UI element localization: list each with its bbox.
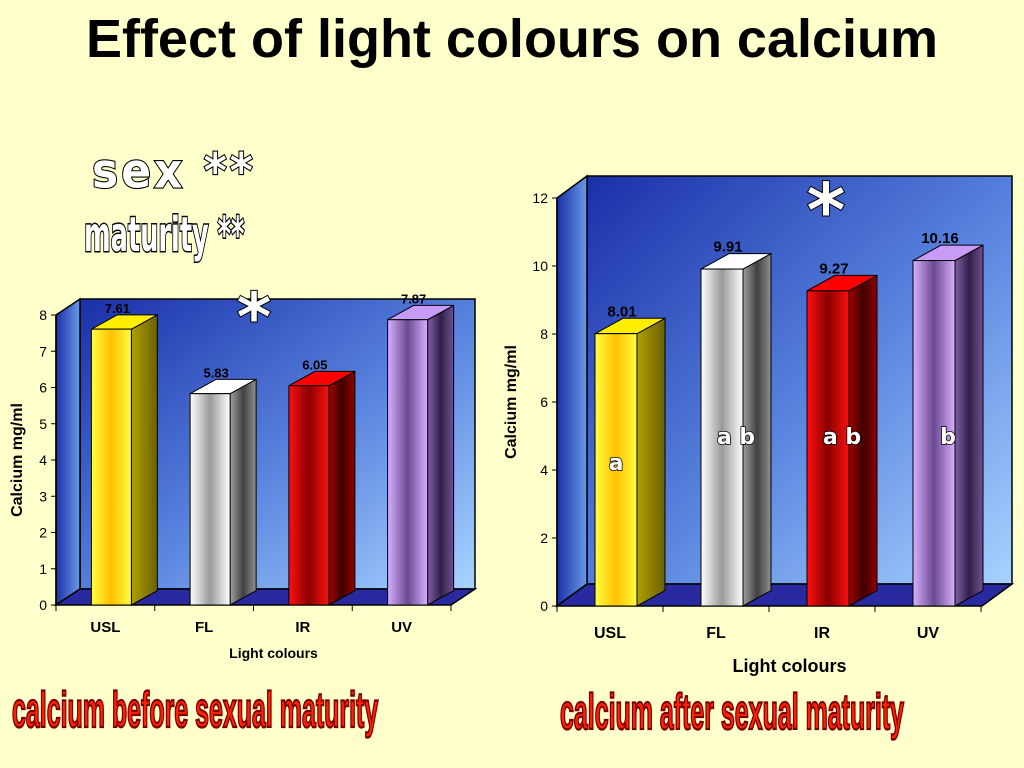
data-label-uv: 10.16 [921,230,959,247]
maturity-significance-label: maturity ** [83,205,245,265]
x-tick-label-uv: UV [917,625,940,642]
y-axis-title: Calcium mg/ml [503,345,520,459]
y-tick-label: 4 [540,462,548,478]
x-tick-label-usl: USL [90,619,120,636]
bar-fl [700,268,744,607]
y-tick-label: 1 [39,561,47,577]
x-tick-label-uv: UV [391,619,412,636]
chart-before-maturity: 0 1 2 3 4 5 6 7 8 7.61 USL 5.83 FL 6.05 IR 7.87 UV Light … [9,278,478,661]
y-tick-label: 0 [39,597,47,613]
y-tick-label: 4 [39,452,47,468]
group-letter-usl: a [609,451,624,476]
group-letter-fl: a b [717,425,755,450]
caption-before-maturity: calcium before sexual maturity [11,681,379,739]
y-tick-label: 3 [39,488,47,504]
y-tick-label: 2 [540,530,548,546]
y-axis-title: Calcium mg/ml [9,403,26,517]
x-tick-label-usl: USL [594,625,626,642]
data-label-fl: 5.83 [203,365,228,380]
bar-fl [189,393,231,606]
bar-side-usl [130,313,158,606]
y-tick-label: 8 [39,307,47,323]
y-tick-label: 10 [532,258,548,274]
data-label-uv: 7.87 [401,291,426,306]
data-label-fl: 9.91 [713,239,742,256]
y-tick-label: 0 [540,598,548,614]
data-label-ir: 6.05 [302,357,327,372]
x-tick-label-fl: FL [706,625,726,642]
data-label-usl: 7.61 [105,301,130,316]
data-label-usl: 8.01 [607,303,636,320]
significance-star: * [807,168,846,254]
bar-usl [594,333,638,607]
x-tick-label-fl: FL [195,619,213,636]
bar-side-uv [954,244,984,607]
chart-after-maturity: 0 2 4 6 8 10 12 8.01 USL a 9.91 FL a b 9.27 IR a b 10.16… [503,167,1015,676]
plot-side-wall [55,297,81,607]
y-tick-label: 12 [532,190,548,206]
y-tick-label: 5 [39,416,47,432]
plot-side-wall [556,174,588,608]
y-tick-label: 6 [540,394,548,410]
x-axis-title: Light colours [733,656,847,676]
bar-usl [90,328,132,606]
bar-ir [806,290,850,607]
bar-side-ir [328,370,356,606]
bar-side-fl [229,378,257,606]
caption-after-maturity: calcium after sexual maturity [559,683,905,741]
data-label-ir: 9.27 [819,260,848,277]
y-tick-label: 2 [39,525,47,541]
x-tick-label-ir: IR [295,619,310,636]
bar-uv [387,319,429,606]
y-tick-label: 8 [540,326,548,342]
y-tick-label: 6 [39,380,47,396]
bar-side-uv [427,304,455,606]
significance-star: * [237,279,272,356]
group-letter-uv: b [940,425,956,450]
group-letter-ir: a b [823,425,861,450]
sex-significance-label: sex ** [91,142,256,200]
y-tick-label: 7 [39,343,47,359]
x-tick-label-ir: IR [814,625,830,642]
bar-ir [288,385,330,606]
bar-uv [912,260,956,607]
slide-title: Effect of light colours on calcium [85,9,939,69]
x-axis-title: Light colours [229,645,318,661]
bar-side-usl [636,317,666,607]
